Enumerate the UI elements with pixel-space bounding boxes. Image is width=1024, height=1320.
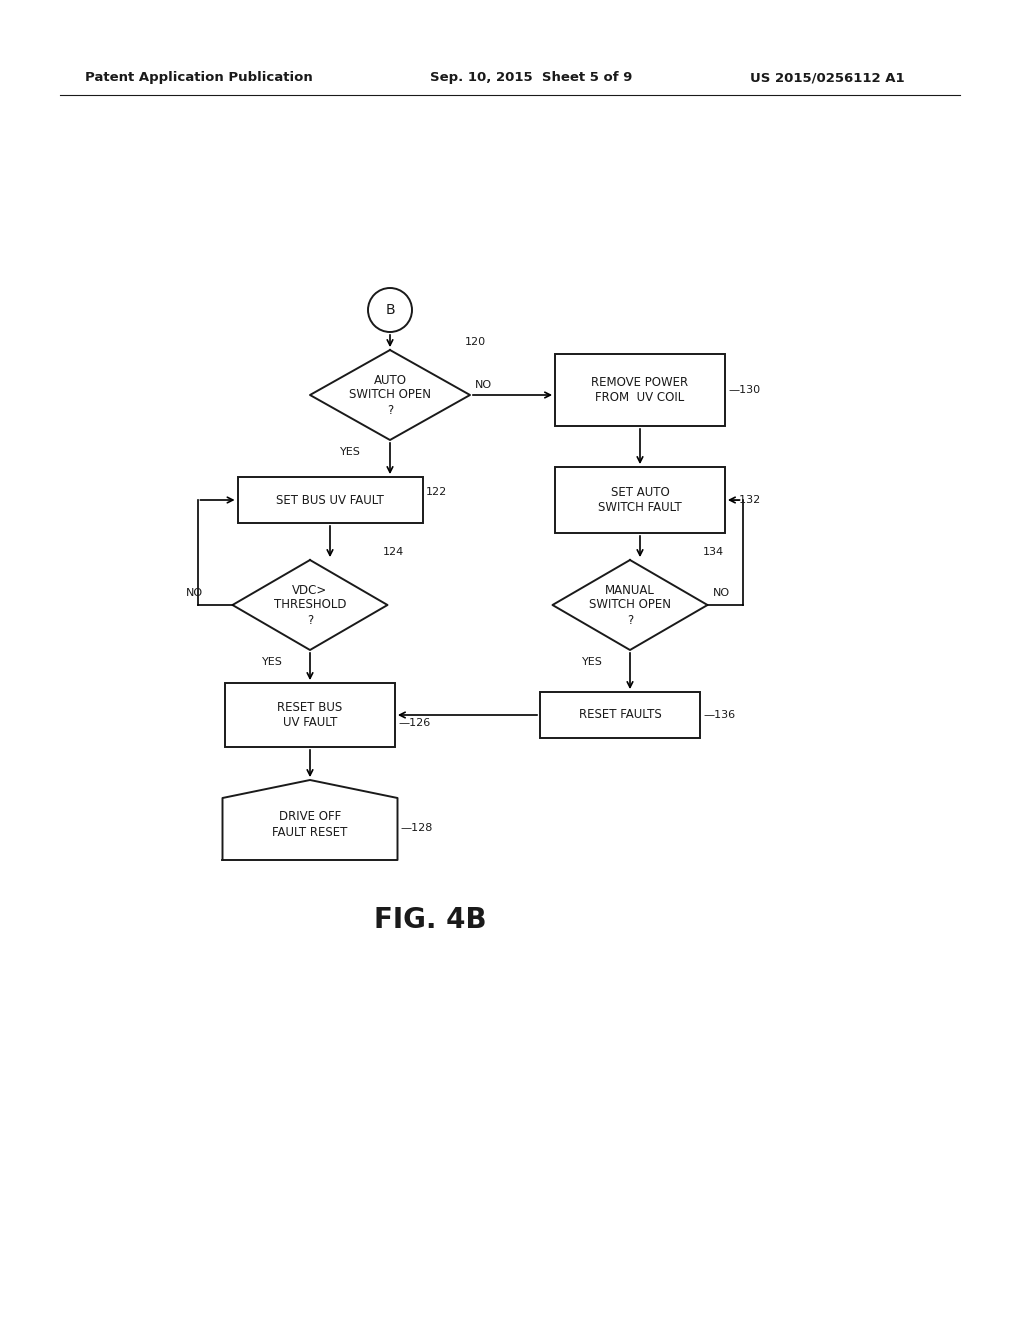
- Text: NO: NO: [186, 587, 203, 598]
- Bar: [238, 477, 423, 523]
- Text: 120: 120: [465, 337, 486, 347]
- Text: —132: —132: [728, 495, 760, 506]
- Text: 134: 134: [702, 546, 724, 557]
- Text: US 2015/0256112 A1: US 2015/0256112 A1: [750, 71, 904, 84]
- Polygon shape: [310, 350, 470, 440]
- Text: FIG. 4B: FIG. 4B: [374, 906, 486, 935]
- Text: AUTO
SWITCH OPEN
?: AUTO SWITCH OPEN ?: [349, 374, 431, 417]
- Bar: [225, 682, 395, 747]
- Text: YES: YES: [582, 657, 602, 667]
- Text: SET AUTO
SWITCH FAULT: SET AUTO SWITCH FAULT: [598, 486, 682, 513]
- Bar: [555, 467, 725, 533]
- Bar: [540, 692, 700, 738]
- Text: VDC>
THRESHOLD
?: VDC> THRESHOLD ?: [273, 583, 346, 627]
- Text: DRIVE OFF
FAULT RESET: DRIVE OFF FAULT RESET: [272, 810, 348, 838]
- Text: RESET BUS
UV FAULT: RESET BUS UV FAULT: [278, 701, 343, 729]
- Text: SET BUS UV FAULT: SET BUS UV FAULT: [276, 494, 384, 507]
- Polygon shape: [553, 560, 708, 649]
- Text: YES: YES: [340, 447, 360, 457]
- Text: MANUAL
SWITCH OPEN
?: MANUAL SWITCH OPEN ?: [589, 583, 671, 627]
- Text: —130: —130: [728, 385, 760, 395]
- Text: Sep. 10, 2015  Sheet 5 of 9: Sep. 10, 2015 Sheet 5 of 9: [430, 71, 633, 84]
- Text: NO: NO: [713, 587, 730, 598]
- Text: —136: —136: [703, 710, 735, 719]
- Polygon shape: [222, 780, 397, 861]
- Text: RESET FAULTS: RESET FAULTS: [579, 709, 662, 722]
- Bar: [555, 354, 725, 426]
- Text: Patent Application Publication: Patent Application Publication: [85, 71, 312, 84]
- Text: B: B: [385, 304, 395, 317]
- Text: 124: 124: [383, 546, 403, 557]
- Text: —126: —126: [398, 718, 430, 729]
- Polygon shape: [232, 560, 387, 649]
- Text: 122: 122: [426, 487, 446, 498]
- Text: —128: —128: [400, 822, 433, 833]
- Text: REMOVE POWER
FROM  UV COIL: REMOVE POWER FROM UV COIL: [592, 376, 688, 404]
- Text: NO: NO: [475, 380, 493, 389]
- Text: YES: YES: [261, 657, 283, 667]
